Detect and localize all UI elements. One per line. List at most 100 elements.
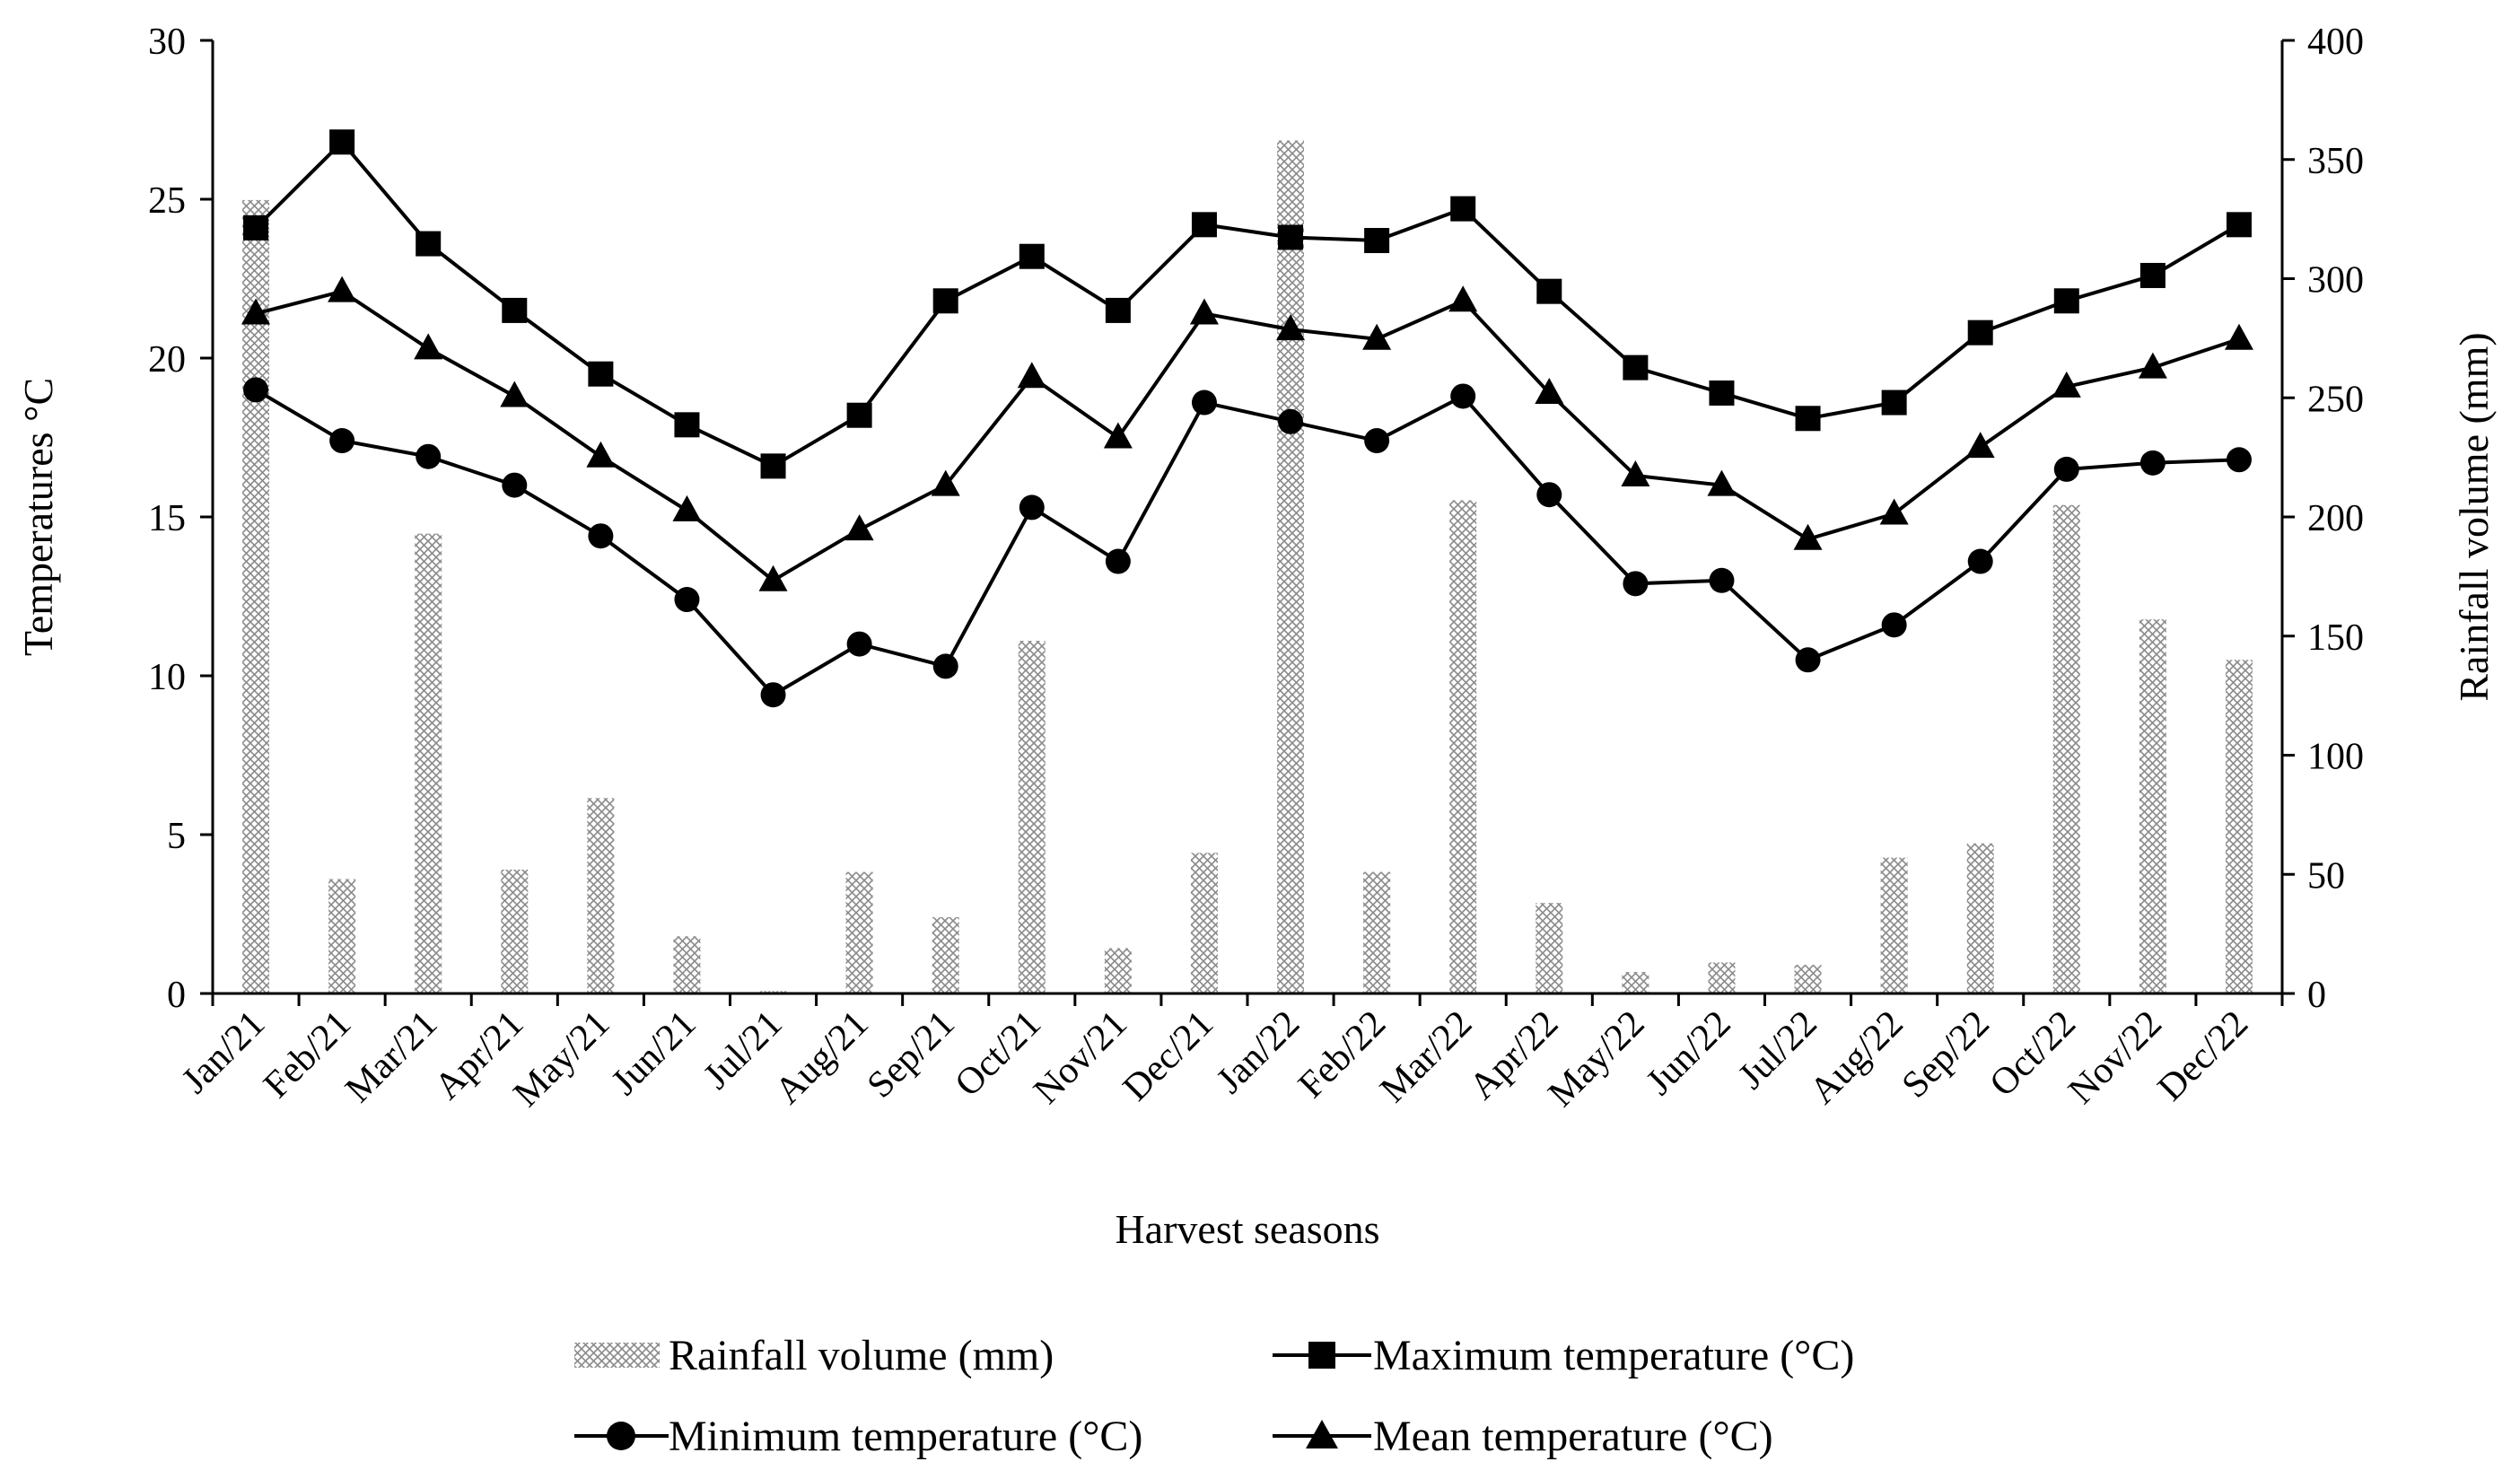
marker-triangle <box>2138 352 2167 379</box>
marker-circle <box>1364 428 1390 454</box>
marker-square <box>2053 288 2079 314</box>
x-tick-label: Aug/22 <box>1802 1003 1912 1113</box>
x-tick-label: Jun/21 <box>604 1003 704 1104</box>
marker-circle <box>588 523 614 549</box>
marker-square <box>1278 224 1304 250</box>
left-tick-label: 30 <box>148 22 186 63</box>
left-tick-label: 20 <box>148 339 186 381</box>
legend-marker-triangle <box>1306 1420 1338 1448</box>
marker-circle <box>2139 450 2166 476</box>
x-tick-label: Nov/21 <box>1026 1003 1135 1113</box>
marker-square <box>1709 380 1735 406</box>
marker-circle <box>1623 571 1649 597</box>
x-tick-label: Sep/22 <box>1894 1003 1998 1107</box>
marker-square <box>846 402 872 428</box>
marker-square <box>932 288 958 314</box>
marker-circle <box>760 682 786 708</box>
marker-circle <box>846 631 872 657</box>
rainfall-bar <box>2052 504 2080 993</box>
x-tick-label: Mar/21 <box>337 1003 445 1111</box>
x-tick-label: May/21 <box>506 1003 618 1116</box>
marker-square <box>329 129 355 155</box>
x-tick-label: Jun/22 <box>1639 1003 1739 1104</box>
left-tick-label: 25 <box>148 180 186 222</box>
marker-square <box>1795 406 1821 432</box>
rainfall-bar <box>1449 500 1477 993</box>
marker-circle <box>1795 647 1821 673</box>
marker-square <box>2139 262 2166 288</box>
marker-triangle <box>1017 362 1046 389</box>
rainfall-bar <box>1104 948 1132 993</box>
x-tick-label: Dec/22 <box>2150 1003 2256 1109</box>
marker-triangle <box>1448 285 1478 312</box>
marker-circle <box>1967 548 1993 574</box>
marker-triangle <box>2052 371 2081 398</box>
rainfall-bars <box>242 140 2253 993</box>
y-axis-right-title: Rainfall volume (mm) <box>2451 332 2497 701</box>
line-circle-series <box>254 388 2240 697</box>
marker-triangle <box>1535 377 1564 404</box>
legend-item-maximum: Maximum temperature (°C) <box>1273 1332 1854 1379</box>
left-tick-label: 0 <box>167 975 186 1016</box>
rainfall-bar <box>1018 641 1046 993</box>
x-tick-label: Dec/21 <box>1116 1003 1221 1109</box>
x-tick-label: May/22 <box>1541 1003 1653 1116</box>
marker-square <box>760 453 786 479</box>
marker-triangle <box>672 494 702 521</box>
rainfall-bar <box>587 798 615 993</box>
x-tick-label: Feb/21 <box>256 1003 359 1107</box>
rainfall-bar <box>1880 857 1908 993</box>
rainfall-bar <box>2139 619 2166 993</box>
marker-circle <box>674 587 700 613</box>
marker-circle <box>1105 548 1131 574</box>
rainfall-bar <box>1966 843 1994 993</box>
marker-square <box>674 412 700 438</box>
marker-square <box>1364 228 1390 254</box>
legend-item-rainfall: Rainfall volume (mm) <box>574 1332 1054 1379</box>
rainfall-bar <box>501 869 529 993</box>
marker-triangle <box>328 276 357 302</box>
marker-circle <box>1450 383 1476 409</box>
marker-circle <box>1019 494 1045 521</box>
left-tick-label: 15 <box>148 498 186 539</box>
marker-circle <box>1191 389 1217 416</box>
marker-triangle <box>844 514 874 541</box>
line-triangle-series <box>255 289 2240 583</box>
right-tick-label: 300 <box>2307 260 2364 302</box>
marker-triangle <box>931 469 960 496</box>
rainfall-bar <box>415 533 442 993</box>
marker-circle <box>243 377 269 403</box>
marker-triangle <box>1103 422 1133 449</box>
right-tick-label: 50 <box>2307 855 2345 897</box>
rainfall-bar <box>673 936 701 993</box>
y-axis-left-title: Temperatures °C <box>15 378 61 656</box>
marker-triangle <box>1189 298 1219 325</box>
right-tick-label: 350 <box>2307 141 2364 182</box>
marker-triangle <box>2224 323 2253 350</box>
marker-circle <box>502 472 528 498</box>
legend: Rainfall volume (mm) Maximum temperature… <box>574 1332 1854 1460</box>
legend-label-maximum: Maximum temperature (°C) <box>1373 1332 1854 1379</box>
marker-circle <box>329 428 355 454</box>
right-tick-label: 100 <box>2307 737 2364 778</box>
marker-square <box>243 214 269 241</box>
rainfall-bar <box>242 199 270 993</box>
x-tick-label: Feb/22 <box>1291 1003 1394 1107</box>
marker-square <box>1105 297 1131 323</box>
legend-label-mean: Mean temperature (°C) <box>1373 1413 1773 1460</box>
x-tick-label: Jan/21 <box>174 1003 273 1102</box>
marker-circle <box>1278 408 1304 434</box>
marker-triangle <box>500 381 529 407</box>
rainfall-bar <box>1363 871 1391 993</box>
marker-circle <box>416 443 442 469</box>
rainfall-bar <box>1794 965 1822 993</box>
marker-triangle <box>758 564 788 591</box>
left-tick-label: 5 <box>167 816 186 857</box>
legend-marker-square <box>1308 1342 1335 1369</box>
right-tick-label: 150 <box>2307 617 2364 659</box>
marker-square <box>1450 196 1476 222</box>
marker-triangle <box>1276 314 1306 341</box>
marker-circle <box>2226 447 2252 473</box>
x-tick-label: Mar/22 <box>1372 1003 1480 1111</box>
marker-square <box>1967 319 1993 346</box>
